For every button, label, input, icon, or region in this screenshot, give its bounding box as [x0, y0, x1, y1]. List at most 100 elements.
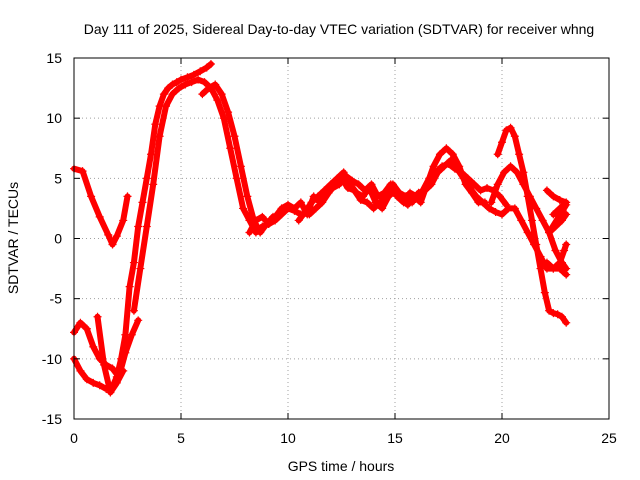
data-point	[78, 167, 87, 176]
data-point	[112, 378, 121, 387]
data-point	[435, 150, 444, 159]
x-tick-label: 0	[70, 430, 78, 446]
data-point	[553, 310, 562, 319]
data-point	[226, 144, 235, 153]
data-point	[106, 388, 115, 397]
data-point	[502, 126, 511, 135]
data-point	[555, 195, 564, 204]
data-point	[557, 216, 566, 225]
data-point	[405, 188, 414, 197]
data-point	[343, 183, 352, 192]
data-point	[82, 375, 91, 384]
data-point	[134, 316, 143, 325]
data-point	[448, 150, 457, 159]
data-point	[532, 240, 541, 249]
data-point	[127, 330, 136, 339]
data-point	[89, 342, 98, 351]
x-axis-tick-labels: 0 5 10 15 20 25	[70, 430, 617, 446]
data-point	[196, 67, 205, 76]
data-point	[264, 220, 273, 229]
data-point	[99, 360, 108, 369]
data-point	[420, 186, 429, 195]
data-point	[174, 84, 183, 93]
data-point	[211, 80, 220, 89]
data-point	[277, 204, 286, 213]
y-tick-label: 0	[54, 231, 62, 247]
data-point	[498, 210, 506, 219]
data-point	[555, 258, 564, 267]
data-point	[217, 90, 226, 99]
data-point	[382, 192, 391, 201]
data-point	[388, 180, 397, 189]
data-point	[129, 306, 138, 315]
data-point	[149, 180, 158, 189]
data-point	[251, 216, 260, 225]
data-point	[194, 75, 203, 84]
data-point	[453, 164, 462, 173]
data-point	[562, 264, 571, 273]
data-point	[356, 195, 365, 204]
y-tick-label: -15	[42, 411, 62, 427]
data-point	[198, 90, 207, 99]
data-point	[354, 180, 363, 189]
data-point	[339, 168, 348, 177]
data-point	[519, 180, 528, 189]
data-point	[213, 96, 222, 105]
data-point	[305, 210, 314, 219]
data-point	[506, 162, 515, 171]
series-arc-13	[542, 240, 571, 273]
data-point	[512, 168, 521, 177]
y-tick-label: 15	[46, 50, 62, 66]
data-point	[493, 150, 502, 159]
data-point	[562, 210, 571, 219]
data-point	[162, 102, 171, 111]
data-point	[363, 198, 372, 207]
data-point	[147, 150, 156, 159]
data-point	[555, 204, 564, 213]
y-tick-label: -5	[50, 291, 63, 307]
data-point	[177, 75, 185, 84]
data-point	[200, 78, 209, 87]
data-point	[121, 348, 130, 357]
data-point	[478, 198, 487, 207]
data-point	[536, 264, 545, 273]
data-point	[318, 198, 327, 207]
data-point	[487, 198, 496, 207]
data-point	[337, 174, 346, 183]
axis-ticks	[73, 57, 610, 420]
data-point	[500, 168, 509, 177]
data-point	[549, 309, 558, 318]
data-point	[542, 258, 551, 267]
data-point	[324, 188, 333, 197]
plot-area	[70, 60, 571, 397]
data-point	[93, 312, 102, 321]
data-point	[429, 162, 438, 171]
data-point	[258, 212, 267, 221]
data-point	[459, 174, 468, 183]
data-point	[545, 228, 554, 237]
data-point	[168, 90, 177, 99]
data-point	[527, 216, 536, 225]
x-tick-label: 5	[177, 430, 185, 446]
data-point	[294, 216, 303, 225]
data-point	[87, 192, 96, 201]
data-point	[108, 240, 117, 249]
data-point	[119, 216, 128, 225]
data-point	[485, 204, 494, 213]
data-point	[557, 312, 566, 321]
data-point	[551, 222, 560, 231]
data-point	[442, 144, 451, 153]
data-point	[414, 188, 423, 197]
data-point	[95, 212, 104, 221]
data-point	[183, 73, 192, 82]
data-point	[159, 90, 168, 99]
data-point	[290, 204, 299, 213]
data-point	[296, 198, 305, 207]
data-point	[108, 364, 117, 373]
data-point	[517, 216, 526, 225]
x-tick-label: 25	[601, 430, 617, 446]
data-point	[134, 222, 143, 231]
series-trace	[199, 81, 276, 236]
data-point	[510, 204, 519, 213]
